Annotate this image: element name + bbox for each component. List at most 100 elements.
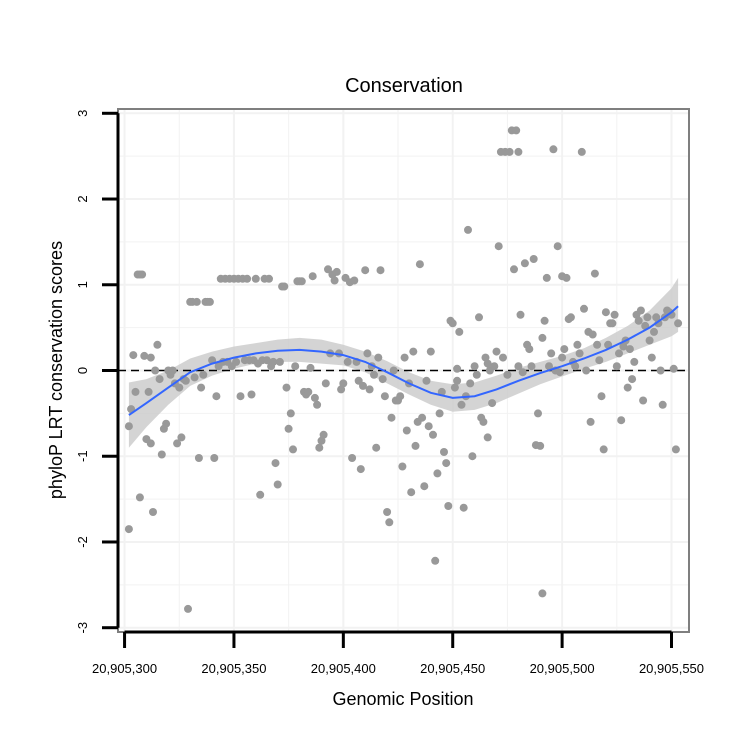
data-point [560, 345, 569, 354]
data-point [396, 392, 405, 401]
y-tick-label: -1 [75, 450, 90, 462]
data-point [490, 362, 499, 371]
data-point [599, 445, 608, 454]
data-point [313, 400, 322, 409]
data-point [343, 357, 352, 366]
data-point [652, 313, 661, 322]
data-point [197, 383, 206, 392]
data-point [291, 362, 300, 371]
data-point [588, 330, 597, 339]
data-point [359, 381, 367, 390]
data-point [643, 313, 652, 322]
data-point [420, 482, 429, 491]
smooth-line-group [128, 305, 679, 416]
data-point [674, 319, 683, 328]
data-point [389, 366, 398, 375]
data-point [205, 297, 214, 306]
data-point [590, 269, 599, 278]
data-point [457, 400, 466, 409]
data-point [671, 445, 680, 454]
data-point [236, 392, 245, 401]
data-points [124, 126, 683, 613]
data-point [332, 267, 341, 276]
data-point [510, 265, 518, 274]
data-point [415, 260, 424, 269]
data-point [146, 439, 155, 448]
data-point [175, 383, 184, 392]
data-point [192, 297, 201, 306]
data-point [400, 353, 409, 362]
data-point [199, 370, 208, 379]
data-point [442, 459, 451, 468]
data-point [173, 439, 182, 448]
data-point [577, 147, 586, 156]
data-point [558, 272, 567, 281]
data-point [212, 392, 221, 401]
data-point [251, 274, 260, 283]
data-point [243, 274, 252, 283]
data-point [536, 441, 545, 450]
data-point [269, 357, 278, 366]
x-axis-title: Genomic Position [332, 689, 473, 709]
data-point [398, 462, 407, 471]
y-tick-label: -2 [75, 536, 90, 548]
y-tick-label: 2 [75, 195, 90, 202]
data-point [623, 383, 632, 392]
data-point [271, 459, 280, 468]
data-point [286, 409, 295, 418]
data-point [140, 351, 149, 360]
data-point [319, 430, 328, 439]
data-point [516, 310, 525, 319]
data-point [553, 242, 562, 251]
data-point [453, 376, 462, 385]
data-point [431, 556, 440, 565]
data-point [459, 503, 468, 512]
data-point [124, 525, 133, 534]
data-point [448, 319, 457, 328]
data-point [407, 488, 416, 497]
data-point [540, 316, 549, 325]
data-point [499, 353, 507, 362]
x-tick-label: 20,905,350 [201, 661, 266, 676]
x-tick-label: 20,905,450 [420, 661, 485, 676]
data-point [612, 362, 621, 371]
data-point [604, 340, 613, 349]
data-point [297, 277, 306, 286]
data-point [177, 433, 186, 442]
data-point [275, 357, 284, 366]
data-point [337, 385, 346, 394]
data-point [514, 147, 523, 156]
data-point [317, 436, 326, 445]
data-point [138, 270, 147, 279]
data-point [555, 368, 564, 377]
data-point [639, 396, 648, 405]
data-point [488, 399, 497, 408]
data-point [144, 387, 153, 396]
data-point [466, 379, 475, 388]
data-point [518, 368, 527, 377]
data-point [450, 383, 459, 392]
data-point [575, 349, 584, 358]
data-point [146, 353, 155, 362]
chart-title: Conservation [345, 75, 463, 97]
data-point [529, 255, 538, 263]
data-point [444, 502, 453, 510]
data-point [634, 316, 643, 325]
data-point [308, 272, 317, 281]
data-point [310, 393, 319, 402]
data-point [363, 349, 372, 358]
data-point [409, 347, 418, 356]
data-point [370, 370, 378, 379]
data-point [282, 383, 291, 392]
data-point [155, 375, 164, 384]
data-point [453, 364, 462, 373]
data-point [324, 265, 332, 274]
data-point [525, 345, 534, 354]
data-point [372, 443, 381, 452]
data-point [356, 465, 365, 474]
data-point [129, 351, 138, 360]
data-point [542, 273, 551, 282]
data-point [601, 308, 610, 317]
data-point [625, 345, 634, 354]
